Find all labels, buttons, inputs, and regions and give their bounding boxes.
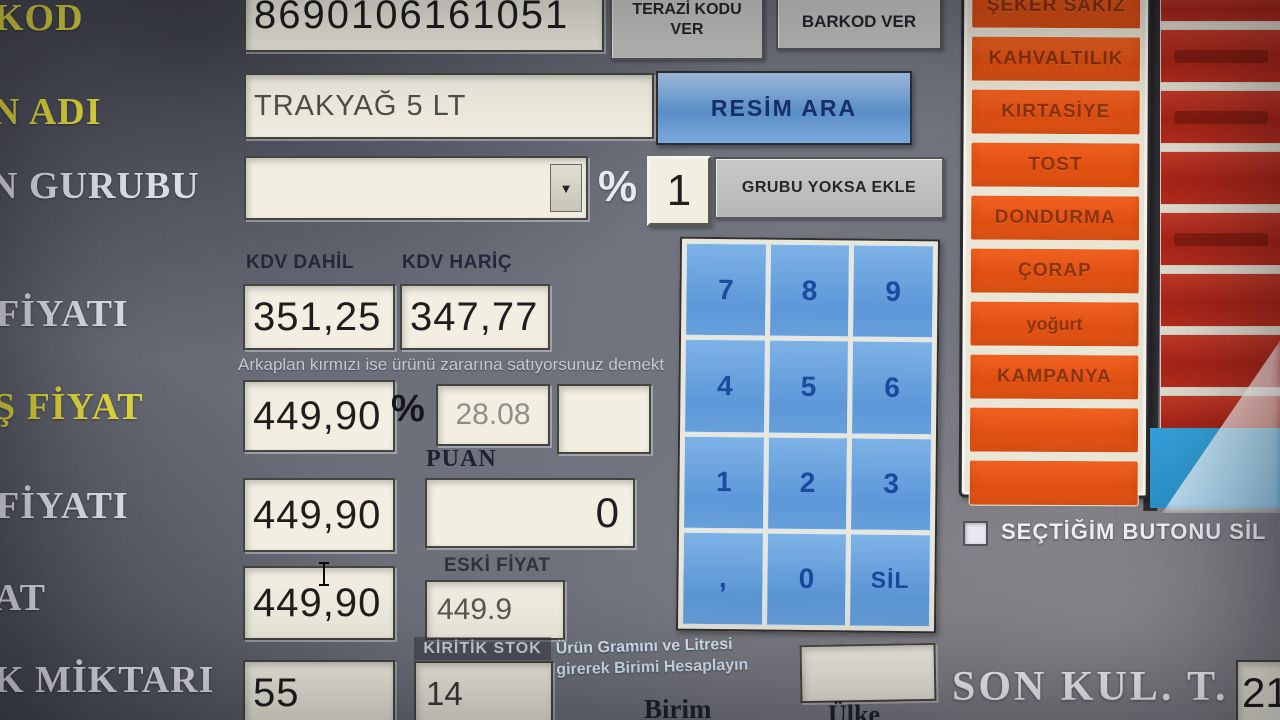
fiyat-3-field[interactable]: 449,90 [243,566,395,640]
fiyat-2-value: 449,90 [253,492,382,537]
keypad-key-comma[interactable]: , [682,531,764,626]
kar-percent-symbol: % [391,388,425,430]
label-at: AT [0,577,46,619]
category-button-empty-2[interactable] [968,459,1139,507]
product-name-field[interactable]: TRAKYAĞ 5 LT [244,73,654,139]
label-satis-fiyat: Ş FİYAT [0,386,144,428]
keypad-key-2[interactable]: 2 [766,436,849,531]
barkod-ver-label: BARKOD VER [801,12,917,31]
keypad-key-4[interactable]: 4 [684,338,766,434]
resim-ara-button[interactable]: RESİM ARA [656,71,912,145]
label-fiyati-2: FİYATI [0,485,129,527]
terazi-kodu-ver-line2: VER [670,21,704,38]
terazi-kodu-ver-button[interactable]: TERAZİ KODU VER [610,0,764,60]
keypad-key-8[interactable]: 8 [768,243,851,338]
label-urun-adi: N ADI [0,91,102,133]
kritik-stok-label: KİRİTİK STOK [423,639,542,657]
keypad-key-3[interactable]: 3 [850,436,932,532]
label-urun-gurubu: N GURUBU [0,165,200,207]
keypad-key-7[interactable]: 7 [685,242,767,337]
group-percent-symbol: % [598,162,638,211]
satis-fiyat-field[interactable]: 449,90 [243,380,395,452]
kdv-haric-label: KDV HARİÇ [402,252,513,273]
keypad-key-sil[interactable]: SİL [849,533,931,628]
group-percent-field[interactable]: 1 [647,156,711,226]
eski-fiyat-field[interactable]: 449.9 [425,580,565,640]
numeric-keypad: 7 8 9 4 5 6 1 2 3 , 0 SİL [675,236,941,634]
combobox-arrow-icon[interactable]: ▼ [550,164,582,212]
ulke-field[interactable] [799,642,937,704]
delete-selected-label: SEÇTİĞİM BUTONU SİL [1001,519,1267,544]
category-button-seker-sakiz[interactable]: ŞEKER SAKIZ [971,0,1142,30]
kdv-dahil-field[interactable]: 351,25 [243,284,395,350]
kdv-dahil-value: 351,25 [253,294,382,339]
category-button-tost[interactable]: TOST [970,141,1141,189]
category-button-dondurma[interactable]: DONDURMA [970,194,1141,242]
category-button-panel: ŞEKER SAKIZ KAHVALTILIK KIRTASİYE TOST D… [958,0,1152,507]
keypad-key-1[interactable]: 1 [683,435,765,530]
son-kul-value: 21 [1242,669,1280,716]
quick-product-button[interactable] [1160,273,1280,327]
fiyat-2-field[interactable]: 449,90 [243,478,395,552]
kar-orani-value: 28.08 [455,398,531,431]
unit-info-line2: girerek Birimi Hesaplayın [556,656,749,679]
kar-orani-field[interactable]: 28.08 [436,384,550,446]
delete-selected-checkbox[interactable] [963,521,988,546]
label-alis-fiyati: FİYATI [0,293,129,335]
category-button-empty-1[interactable] [968,406,1140,454]
puan-label: PUAN [426,446,497,472]
terazi-kodu-ver-line1: TERAZİ KODU [632,1,742,18]
product-name-value: TRAKYAĞ 5 LT [254,89,467,122]
quick-product-button[interactable] [1160,0,1280,22]
stok-miktari-value: 55 [253,670,300,715]
group-combobox[interactable]: ▼ [244,156,588,220]
eski-fiyat-value: 449.9 [437,593,513,626]
keypad-key-6[interactable]: 6 [851,340,933,435]
eski-fiyat-label: ESKİ FİYAT [444,555,551,576]
category-button-yogurt[interactable]: yoğurt [969,300,1140,348]
group-percent-value: 1 [666,166,692,215]
keypad-key-5[interactable]: 5 [767,339,850,434]
kritik-stok-field[interactable]: 14 [414,661,553,720]
category-button-kampanya[interactable]: KAMPANYA [969,353,1140,401]
ulke-label: Ülke [828,700,880,720]
fiyat-3-value: 449,90 [253,580,382,625]
barcode-field[interactable]: 8690106161051 [244,0,604,52]
category-button-kahvaltilik[interactable]: KAHVALTILIK [970,35,1142,83]
keypad-key-9[interactable]: 9 [852,244,934,339]
son-kul-label: SON KUL. T. [952,664,1229,710]
quick-product-button[interactable] [1160,334,1280,388]
unit-info-text: Ürün Gramını ve Litresi girerek Birimi H… [555,633,749,680]
birim-label: Birim [644,694,712,720]
satis-fiyat-value: 449,90 [253,393,382,438]
quick-product-button[interactable] [1160,29,1280,83]
barkod-ver-button[interactable]: BARKOD VER [776,0,942,50]
kritik-stok-label-band: KİRİTİK STOK [414,637,551,660]
kdv-haric-field[interactable]: 347,77 [400,284,550,350]
kritik-stok-value: 14 [426,674,463,712]
son-kul-field[interactable]: 21 [1236,660,1280,720]
keypad-key-0[interactable]: 0 [765,532,848,627]
text-cursor [318,562,330,588]
extra-empty-field[interactable] [557,384,651,454]
grubu-yoksa-ekle-button[interactable]: GRUBU YOKSA EKLE [714,157,944,219]
resim-ara-label: RESİM ARA [710,94,858,121]
quick-product-button[interactable] [1160,212,1280,266]
label-kod: KOD [0,0,84,39]
barcode-value: 8690106161051 [254,0,570,37]
category-button-corap[interactable]: ÇORAP [969,247,1140,295]
label-stok-miktari: K MİKTARI [0,659,215,701]
grubu-yoksa-ekle-label: GRUBU YOKSA EKLE [741,179,917,196]
category-button-kirtasiye[interactable]: KIRTASİYE [970,88,1141,136]
kdv-dahil-label: KDV DAHİL [246,252,354,273]
quick-product-button[interactable] [1160,151,1280,205]
quick-product-button[interactable] [1160,90,1280,144]
puan-value: 0 [595,489,619,536]
loss-warning-text: Arkaplan kırmızı ise ürünü zararına satı… [238,355,665,374]
stok-miktari-field[interactable]: 55 [243,660,395,720]
kdv-haric-value: 347,77 [410,294,539,339]
puan-field[interactable]: 0 [425,478,635,548]
